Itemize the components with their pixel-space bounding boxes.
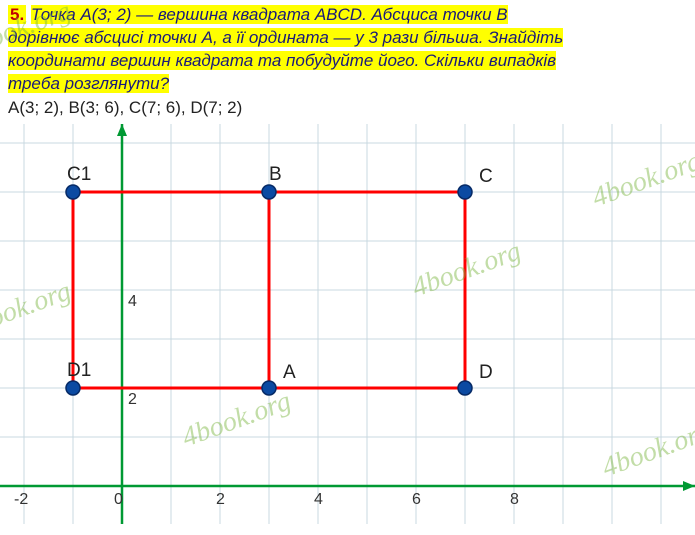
problem-statement: 5. Точка A(3; 2) — вершина квадрата ABCD…: [0, 0, 695, 98]
svg-text:6: 6: [412, 491, 421, 508]
svg-text:D1: D1: [67, 360, 91, 381]
svg-text:0: 0: [114, 491, 123, 508]
svg-text:4: 4: [314, 491, 323, 508]
svg-text:C: C: [479, 166, 493, 187]
svg-text:D: D: [479, 362, 493, 383]
problem-line4: треба розглянути?: [8, 74, 169, 93]
svg-text:C1: C1: [67, 164, 91, 185]
svg-text:A: A: [283, 362, 296, 383]
coordinate-chart: -20246824C1BCD1AD 4book.org4book.org4boo…: [0, 124, 695, 524]
svg-text:2: 2: [216, 491, 225, 508]
problem-line1: Точка A(3; 2) — вершина квадрата ABCD. А…: [31, 5, 508, 24]
answer-line: A(3; 2), B(3; 6), C(7; 6), D(7; 2): [0, 98, 695, 124]
grid-svg: -2 0 2 4 6 8 2 4 C1 B C D1 A D: [0, 124, 695, 524]
svg-text:4: 4: [128, 293, 137, 310]
svg-text:-2: -2: [14, 491, 28, 508]
problem-line3: координати вершин квадрата та побудуйте …: [8, 51, 556, 70]
svg-text:2: 2: [128, 391, 137, 408]
svg-text:8: 8: [510, 491, 519, 508]
svg-text:B: B: [269, 164, 282, 185]
problem-line2: дорівнює абсцисі точки A, а її ордината …: [8, 28, 563, 47]
problem-number: 5.: [8, 5, 26, 24]
